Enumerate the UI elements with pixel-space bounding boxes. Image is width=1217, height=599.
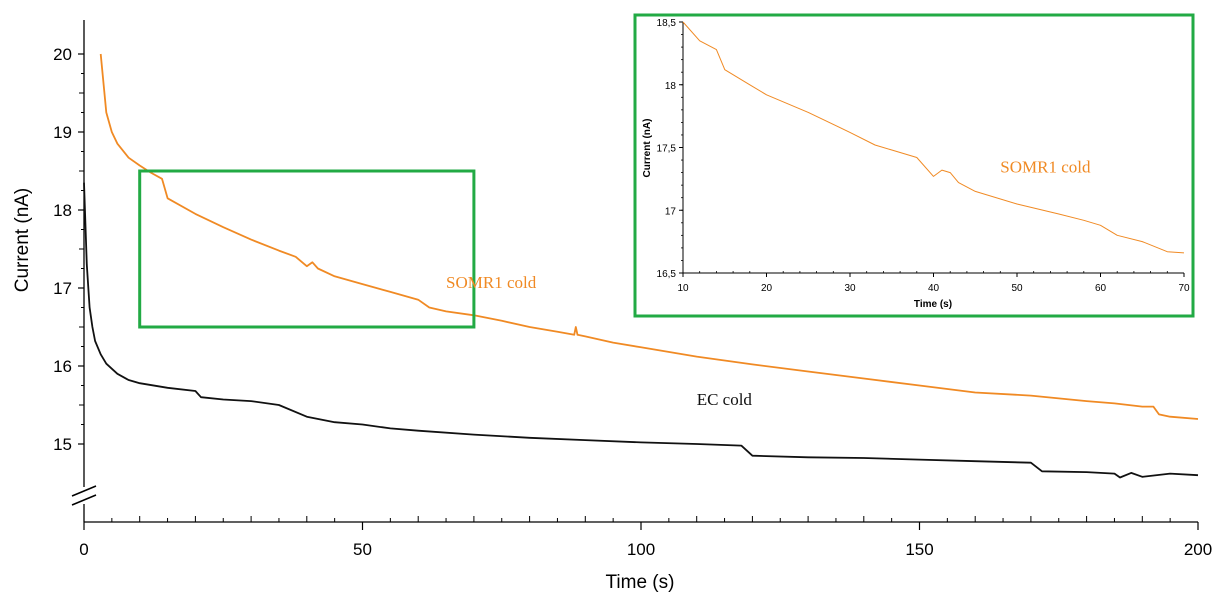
main-x-axis-label: Time (s) xyxy=(606,572,675,593)
inset-y-tick-label: 17,5 xyxy=(657,144,677,155)
inset-x-tick-label: 50 xyxy=(1011,283,1023,294)
zoom-highlight-box xyxy=(138,169,476,329)
inset-x-axis-label: Time (s) xyxy=(914,299,952,310)
y-tick-label: 20 xyxy=(53,45,72,64)
y-tick-label: 17 xyxy=(53,279,72,298)
x-tick-label: 0 xyxy=(79,540,88,559)
y-tick-label: 15 xyxy=(53,435,72,454)
inset-x-tick-label: 20 xyxy=(761,283,773,294)
x-tick-label: 100 xyxy=(627,540,655,559)
x-tick-label: 200 xyxy=(1184,540,1212,559)
inset-y-tick-label: 18 xyxy=(665,81,677,92)
inset-y-tick-label: 16,5 xyxy=(657,269,677,280)
inset-frame xyxy=(633,13,1195,318)
series-line-ec-cold xyxy=(83,182,1199,479)
inset-y-tick-label: 17 xyxy=(665,206,677,217)
inset-y-tick-label: 18,5 xyxy=(657,18,677,29)
x-tick-label: 150 xyxy=(905,540,933,559)
inset-series-label-somr1-cold: SOMR1 cold xyxy=(1000,158,1091,177)
series-label-somr1-cold: SOMR1 cold xyxy=(446,273,537,292)
inset-y-axis-label: Current (nA) xyxy=(642,119,653,178)
inset-chart: 16,5 17 17,5 18 18,5 10 20 30 40 50 60 70 Time (s) Cu… xyxy=(633,13,1195,318)
inset-x-tick-label: 70 xyxy=(1178,283,1190,294)
inset-series-line-somr1-cold xyxy=(682,21,1185,254)
x-tick-label: 50 xyxy=(353,540,372,559)
y-tick-label: 16 xyxy=(53,357,72,376)
axis-break-mark xyxy=(71,485,97,497)
inset-x-tick-label: 30 xyxy=(844,283,856,294)
axis-break-mark xyxy=(71,494,97,506)
y-tick-label: 19 xyxy=(53,123,72,142)
series-label-ec-cold: EC cold xyxy=(697,390,753,409)
inset-x-tick-label: 40 xyxy=(928,283,940,294)
inset-x-tick-label: 10 xyxy=(677,283,689,294)
inset-x-tick-label: 60 xyxy=(1095,283,1107,294)
main-y-axis-label: Current (nA) xyxy=(12,188,33,293)
y-tick-label: 18 xyxy=(53,201,72,220)
